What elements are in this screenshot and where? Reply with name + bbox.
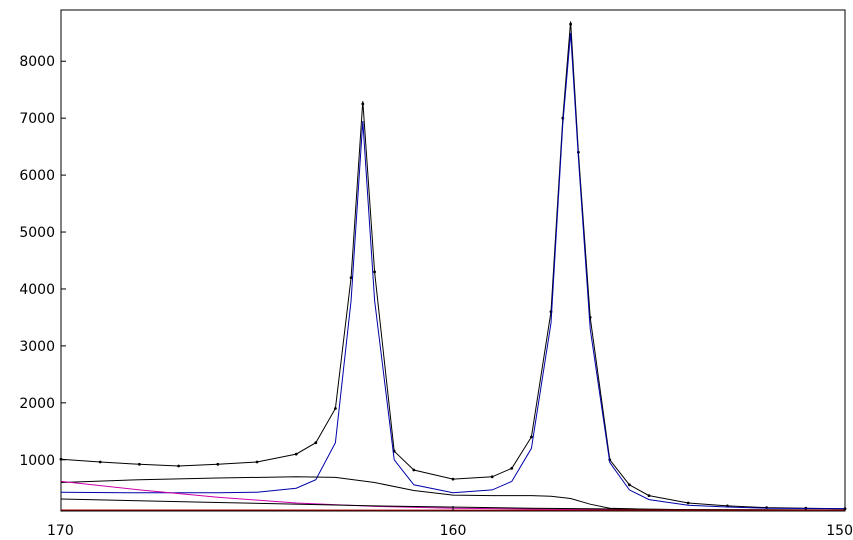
x-axis: 170 160 150	[47, 506, 853, 539]
y-tick-label: 3000	[19, 339, 55, 355]
y-tick-label: 5000	[19, 225, 55, 241]
y-tick-label: 1000	[19, 453, 55, 469]
y-tick-label: 6000	[19, 168, 55, 184]
y-tick-label: 8000	[19, 54, 55, 70]
series-2-line	[60, 32, 846, 510]
y-tick-label: 7000	[19, 111, 55, 127]
x-tick-label: 150	[826, 523, 853, 539]
series-1-line	[60, 21, 846, 510]
x-tick-label: 160	[440, 523, 467, 539]
y-tick-label: 2000	[19, 396, 55, 412]
y-axis: 1000 2000 3000 4000 5000 6000 7000 8000	[19, 54, 66, 469]
x-tick-label: 170	[47, 523, 74, 539]
y-tick-label: 4000	[19, 282, 55, 298]
plot-frame	[60, 9, 846, 512]
